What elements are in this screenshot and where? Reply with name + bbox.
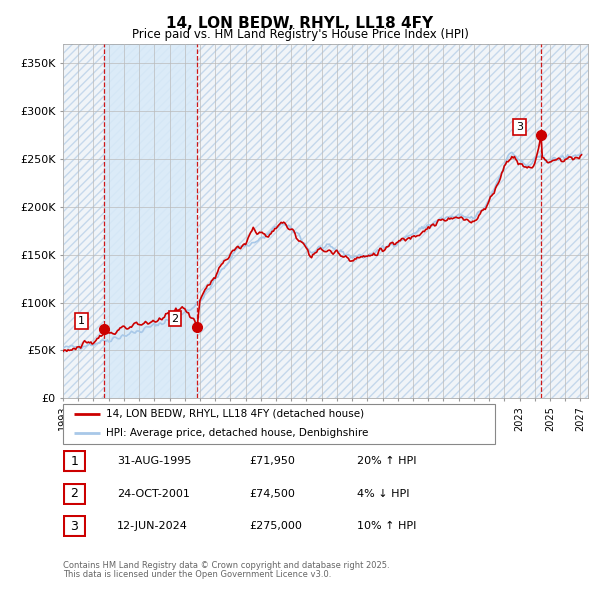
Text: 3: 3 bbox=[516, 122, 523, 132]
Text: £275,000: £275,000 bbox=[249, 522, 302, 531]
FancyBboxPatch shape bbox=[64, 451, 85, 471]
Text: 31-AUG-1995: 31-AUG-1995 bbox=[117, 457, 191, 466]
Text: Contains HM Land Registry data © Crown copyright and database right 2025.: Contains HM Land Registry data © Crown c… bbox=[63, 560, 389, 570]
Text: HPI: Average price, detached house, Denbighshire: HPI: Average price, detached house, Denb… bbox=[106, 428, 368, 438]
Text: 2: 2 bbox=[172, 314, 178, 324]
Text: This data is licensed under the Open Government Licence v3.0.: This data is licensed under the Open Gov… bbox=[63, 570, 331, 579]
Text: 14, LON BEDW, RHYL, LL18 4FY (detached house): 14, LON BEDW, RHYL, LL18 4FY (detached h… bbox=[106, 409, 364, 419]
Text: 2: 2 bbox=[70, 487, 79, 500]
Text: 20% ↑ HPI: 20% ↑ HPI bbox=[357, 457, 416, 466]
Text: 10% ↑ HPI: 10% ↑ HPI bbox=[357, 522, 416, 531]
Text: 12-JUN-2024: 12-JUN-2024 bbox=[117, 522, 188, 531]
Text: 1: 1 bbox=[78, 316, 85, 326]
Text: 3: 3 bbox=[70, 520, 79, 533]
Bar bbox=[104, 44, 197, 398]
Text: £71,950: £71,950 bbox=[249, 457, 295, 466]
Text: Price paid vs. HM Land Registry's House Price Index (HPI): Price paid vs. HM Land Registry's House … bbox=[131, 28, 469, 41]
Text: £74,500: £74,500 bbox=[249, 489, 295, 499]
Text: 4% ↓ HPI: 4% ↓ HPI bbox=[357, 489, 409, 499]
FancyBboxPatch shape bbox=[64, 516, 85, 536]
FancyBboxPatch shape bbox=[64, 484, 85, 504]
Text: 24-OCT-2001: 24-OCT-2001 bbox=[117, 489, 190, 499]
Text: 1: 1 bbox=[70, 455, 79, 468]
FancyBboxPatch shape bbox=[63, 404, 495, 444]
Text: 14, LON BEDW, RHYL, LL18 4FY: 14, LON BEDW, RHYL, LL18 4FY bbox=[166, 16, 434, 31]
